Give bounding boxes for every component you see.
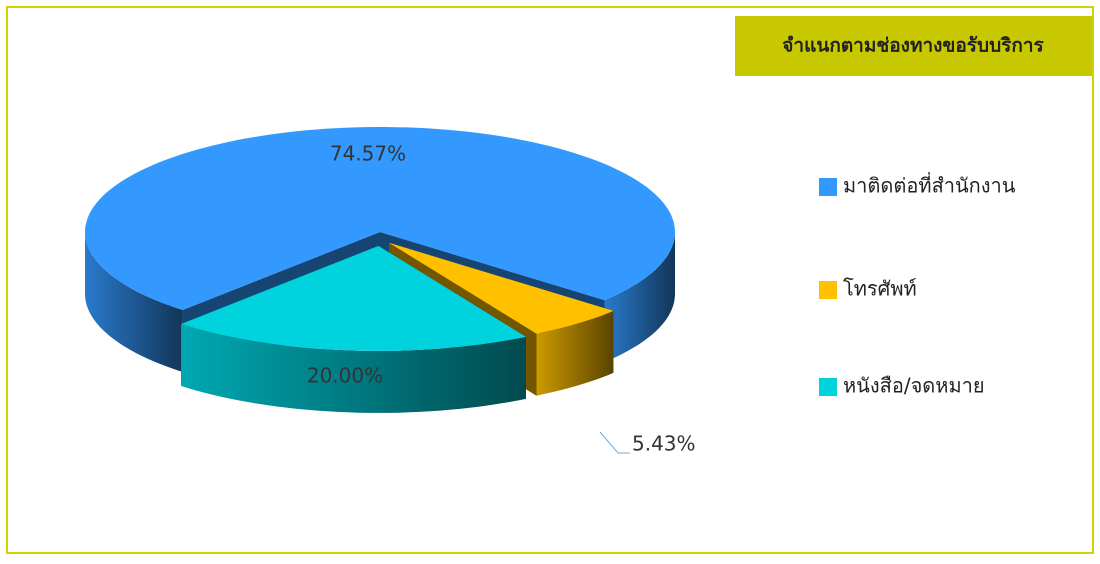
pie: 74.57% 5.43% 20.00% (85, 127, 696, 456)
data-label: 74.57% (330, 142, 406, 166)
slice-side (85, 232, 183, 372)
slice-side (604, 232, 675, 363)
pie-slice (389, 242, 614, 334)
pie-slice (181, 245, 526, 351)
data-label: 5.43% (632, 432, 696, 456)
slice-side (536, 310, 614, 396)
legend-swatch (819, 281, 837, 299)
legend-swatch (819, 378, 837, 396)
data-label: 20.00% (307, 364, 383, 388)
legend-label: โทรศัพท์ (843, 277, 917, 301)
pie-slice (85, 127, 675, 310)
legend-swatch (819, 178, 837, 196)
legend-label: หนังสือ/จดหมาย (843, 374, 985, 398)
title-box (735, 16, 1092, 76)
slice-side (181, 324, 526, 413)
legend: มาติดต่อที่สำนักงานโทรศัพท์หนังสือ/จดหมา… (819, 172, 1016, 398)
legend-label: มาติดต่อที่สำนักงาน (843, 172, 1016, 198)
leader-line (599, 431, 630, 454)
chart-title: จำแนกตามช่องทางขอรับบริการ (782, 35, 1044, 57)
